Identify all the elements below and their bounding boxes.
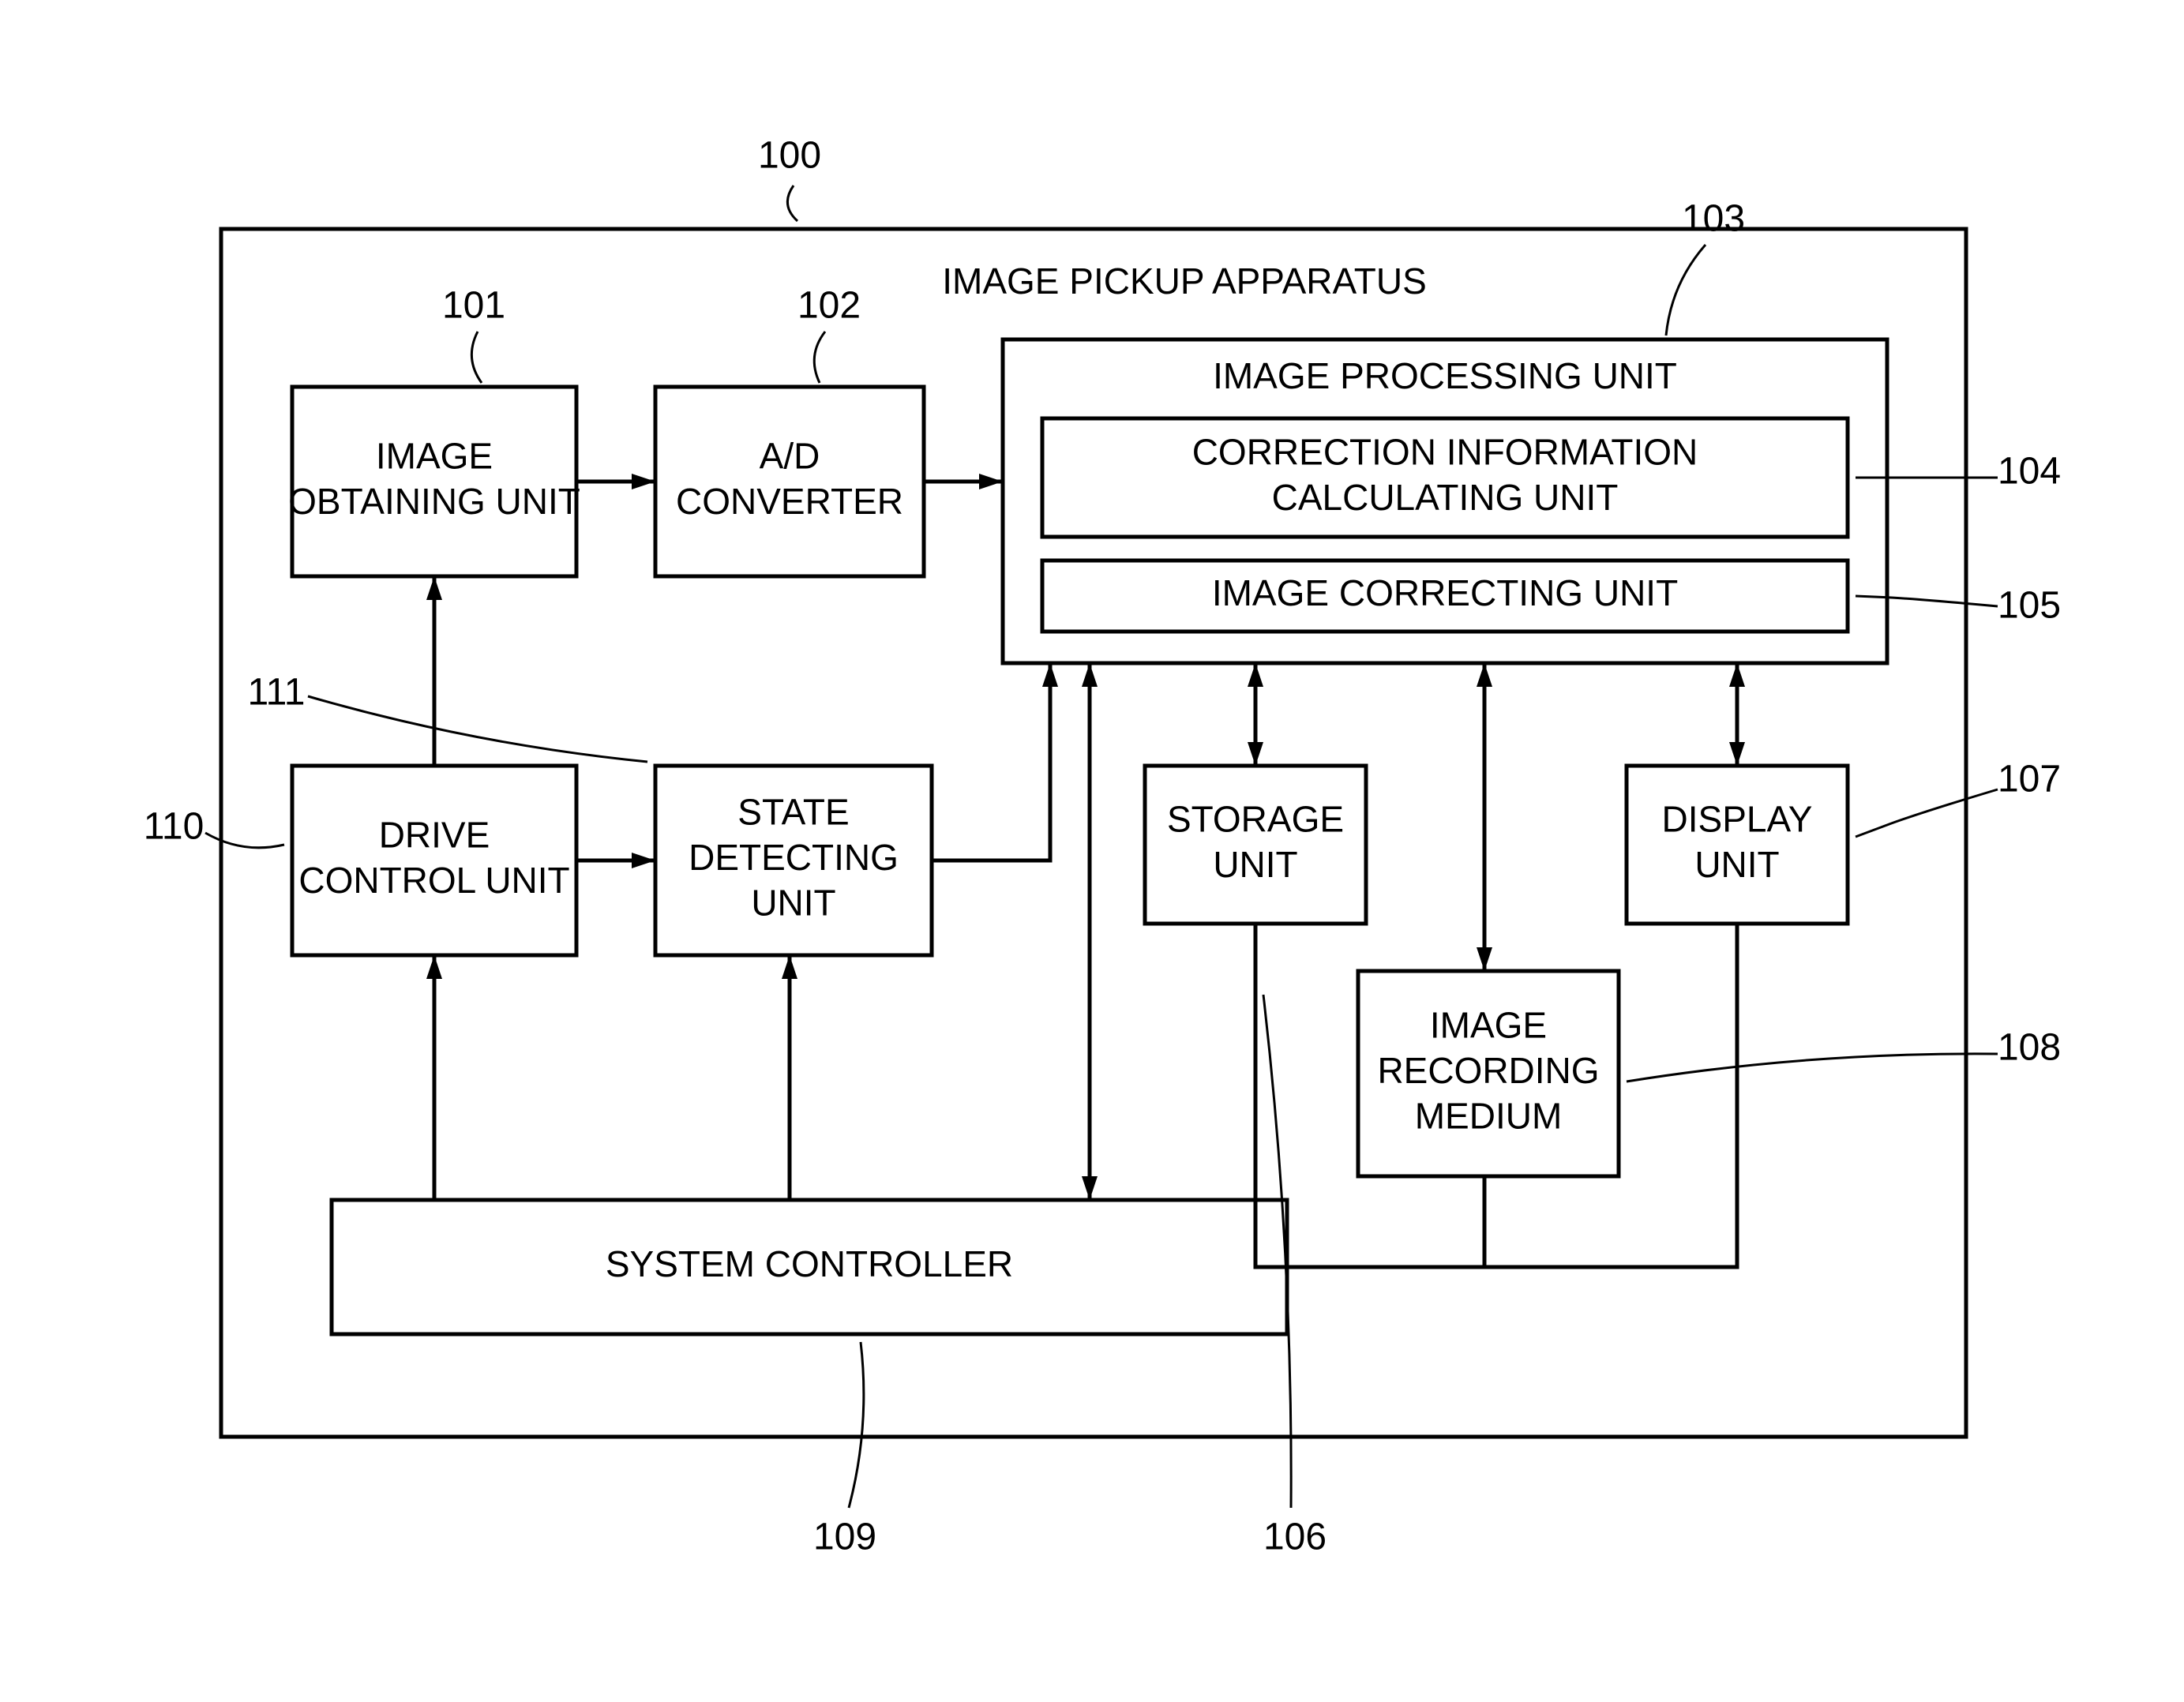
block-n106: STORAGE UNIT <box>1145 766 1366 924</box>
block-label: DETECTING <box>689 837 899 878</box>
block-n108: IMAGERECORDING MEDIUM <box>1358 971 1619 1176</box>
ref-label: 102 <box>797 285 861 327</box>
block-label: UNIT <box>751 883 835 924</box>
block-label: UNIT <box>1213 844 1297 885</box>
ref-label: 106 <box>1263 1516 1327 1558</box>
block-label: IMAGE CORRECTING UNIT <box>1212 572 1678 613</box>
block-label: STATE <box>737 792 849 833</box>
ref-label: 110 <box>144 806 205 848</box>
block-label: STORAGE <box>1167 798 1344 839</box>
block-n104: CORRECTION INFORMATION CALCULATING UNIT <box>1042 418 1848 537</box>
ref-label: 109 <box>813 1516 876 1558</box>
block-label: A/D <box>760 435 820 476</box>
block-n111: STATEDETECTING UNIT <box>655 766 932 955</box>
ref-label: 100 <box>758 135 821 177</box>
ref-label: 105 <box>1998 585 2061 627</box>
block-label: CONVERTER <box>676 481 903 522</box>
ref-100: 100 <box>758 135 821 221</box>
block-label: RECORDING <box>1377 1050 1599 1091</box>
block-label: IMAGE <box>376 435 493 476</box>
block-label: IMAGE <box>1430 1005 1547 1046</box>
block-n110: DRIVE CONTROL UNIT <box>292 766 576 955</box>
block-n102: A/D CONVERTER <box>655 387 924 576</box>
ref-label: 101 <box>442 285 505 327</box>
block-diagram: IMAGE PICKUP APPARATUS IMAGE OBTAINING UNI… <box>0 0 2184 1702</box>
ref-label: 108 <box>1998 1027 2061 1069</box>
ref-label: 103 <box>1682 198 1745 240</box>
block-label: DISPLAY <box>1662 798 1813 839</box>
ref-label: 104 <box>1998 451 2061 493</box>
block-n105: IMAGE CORRECTING UNIT <box>1042 560 1848 632</box>
ref-label: 107 <box>1998 759 2061 800</box>
block-n107: DISPLAY UNIT <box>1627 766 1848 924</box>
apparatus-title: IMAGE PICKUP APPARATUS <box>942 261 1427 302</box>
block-label: CORRECTION INFORMATION <box>1192 431 1698 472</box>
block-label: OBTAINING UNIT <box>288 481 580 522</box>
block-title: IMAGE PROCESSING UNIT <box>1213 355 1677 396</box>
block-label: MEDIUM <box>1415 1096 1563 1137</box>
block-n101: IMAGE OBTAINING UNIT <box>288 387 580 576</box>
block-label: UNIT <box>1694 844 1779 885</box>
block-label: CONTROL UNIT <box>298 860 569 901</box>
block-label: CALCULATING UNIT <box>1272 477 1619 518</box>
block-label: SYSTEM CONTROLLER <box>606 1243 1013 1284</box>
block-label: DRIVE <box>379 814 490 855</box>
block-n109: SYSTEM CONTROLLER <box>332 1200 1287 1334</box>
ref-label: 111 <box>248 672 306 714</box>
